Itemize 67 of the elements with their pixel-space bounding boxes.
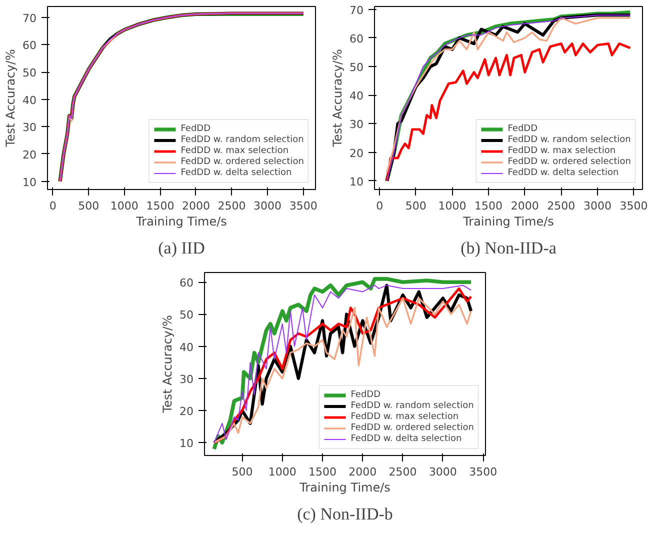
legend-label: FedDD w. max selection: [180, 146, 289, 156]
x-tick-label: 2000: [348, 466, 377, 478]
x-tick-label: 500: [405, 200, 426, 212]
x-tick-label: 3000: [583, 200, 612, 212]
x-axis-title: Training Time/s: [135, 214, 227, 228]
x-tick-label: 1000: [110, 200, 138, 212]
x-tick-label: 3500: [289, 200, 318, 212]
x-tick-label: 3500: [469, 466, 498, 478]
y-tick-label: 30: [180, 372, 194, 386]
y-tick-label: 40: [350, 90, 364, 103]
y-tick-label: 20: [180, 405, 194, 418]
x-axis-title: Training Time/s: [462, 214, 554, 228]
y-tick-label: 10: [180, 437, 194, 450]
y-tick-label: 70: [22, 12, 37, 25]
x-tick-label: 2500: [547, 200, 576, 212]
y-tick-label: 50: [180, 308, 194, 322]
y-axis-title: Test Accuracy/%: [160, 315, 175, 414]
legend-label: FedDD w. max selection: [350, 412, 459, 422]
y-tick-label: 20: [22, 148, 37, 162]
x-tick-label: 3000: [254, 200, 282, 212]
y-tick-label: 60: [22, 39, 37, 52]
y-tick-label: 10: [350, 175, 364, 188]
x-axis-title: Training Time/s: [298, 480, 390, 494]
legend-label: FedDD w. delta selection: [180, 168, 292, 178]
text: (c) Non-IID-b: [297, 504, 393, 524]
legend-label: FedDD w. ordered selection: [350, 423, 474, 433]
legend-label: FedDD: [180, 124, 211, 134]
x-tick-label: 3000: [428, 466, 457, 478]
legend-label: FedDD w. ordered selection: [508, 157, 631, 167]
legend-label: FedDD w. max selection: [508, 146, 616, 156]
y-tick-label: 30: [22, 121, 37, 134]
legend-label: FedDD w. delta selection: [350, 434, 462, 444]
y-tick-label: 50: [350, 61, 364, 74]
y-tick-label: 60: [350, 32, 364, 46]
legend-label: FedDD w. random selection: [180, 135, 304, 145]
x-tick-label: 1500: [474, 200, 503, 212]
x-tick-label: 0: [49, 200, 56, 212]
x-tick-label: 1500: [146, 200, 174, 212]
y-tick-label: 30: [350, 118, 364, 132]
legend-label: FedDD: [350, 390, 381, 400]
text: (a) IID: [158, 238, 205, 258]
legend-label: FedDD w. random selection: [350, 401, 474, 411]
x-tick-label: 0: [376, 200, 384, 212]
legend-label: FedDD w. delta selection: [508, 168, 619, 178]
legend-label: FedDD w. random selection: [508, 135, 631, 145]
y-tick-label: 50: [22, 66, 37, 80]
x-tick-label: 2000: [182, 200, 210, 212]
x-tick-label: 500: [232, 466, 253, 478]
x-tick-label: 2000: [510, 200, 539, 212]
x-tick-label: 2500: [218, 200, 246, 212]
y-tick-label: 40: [180, 340, 194, 354]
y-axis-title: Test Accuracy/%: [330, 49, 345, 148]
y-tick-label: 70: [350, 4, 364, 17]
y-tick-label: 60: [180, 276, 194, 290]
x-tick-label: 1500: [308, 466, 337, 478]
y-tick-label: 40: [22, 94, 37, 107]
text: (b) Non-IID-a: [460, 238, 557, 258]
legend-label: FedDD w. ordered selection: [180, 157, 304, 167]
y-tick-label: 20: [350, 146, 364, 160]
x-tick-label: 1000: [438, 200, 466, 212]
x-tick-label: 1000: [268, 466, 296, 478]
legend-label: FedDD: [508, 124, 538, 134]
y-tick-label: 10: [22, 176, 37, 189]
x-tick-label: 3500: [620, 200, 648, 212]
y-axis-title: Test Accuracy/%: [4, 49, 18, 148]
x-tick-label: 2500: [388, 466, 417, 478]
x-tick-label: 500: [78, 200, 100, 212]
